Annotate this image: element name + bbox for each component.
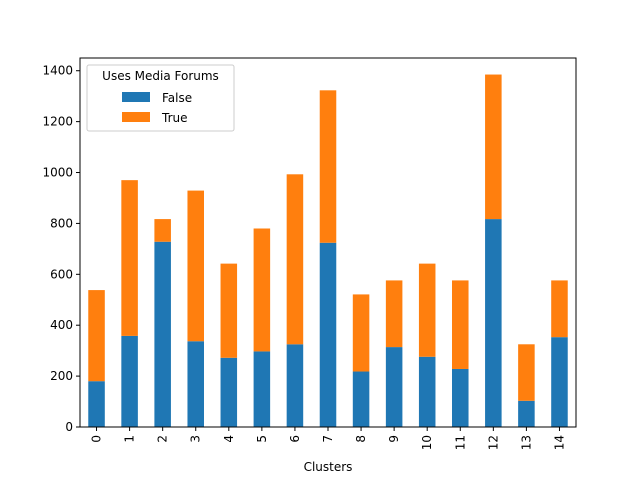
bars-group (88, 74, 568, 427)
x-tick-label: 6 (288, 435, 302, 443)
bar-true-cluster-13 (518, 344, 535, 401)
x-tick-label: 3 (189, 435, 203, 443)
bar-false-cluster-10 (418, 356, 436, 427)
y-tick-label: 1200 (42, 115, 73, 129)
bar-true-cluster-7 (319, 90, 337, 243)
x-tick-label: 7 (321, 435, 335, 443)
bar-true-cluster-11 (452, 280, 469, 369)
bar-false-cluster-5 (253, 351, 271, 427)
bar-true-cluster-8 (352, 294, 370, 372)
bar-false-cluster-12 (485, 219, 502, 427)
legend-swatch-false (122, 92, 150, 102)
bar-true-cluster-0 (88, 290, 105, 382)
x-tick-label: 14 (552, 435, 566, 450)
bar-false-cluster-1 (121, 335, 138, 427)
x-tick-label: 13 (519, 435, 533, 450)
bar-false-cluster-7 (319, 242, 337, 427)
bar-false-cluster-0 (88, 381, 105, 427)
x-tick-label: 9 (387, 435, 401, 443)
bar-false-cluster-4 (220, 357, 238, 427)
x-tick-label: 5 (255, 435, 269, 443)
y-tick-label: 800 (50, 216, 73, 230)
x-tick-label: 0 (90, 435, 104, 443)
bar-false-cluster-6 (286, 344, 304, 427)
x-axis-label: Clusters (304, 460, 353, 474)
x-axis: 0 1 2 3 4 5 6 7 8 9 10 11 12 13 14 (90, 427, 566, 450)
legend-title: Uses Media Forums (102, 69, 219, 83)
y-tick-label: 0 (65, 420, 73, 434)
bar-true-cluster-5 (253, 228, 271, 352)
bar-false-cluster-11 (452, 368, 469, 427)
bar-false-cluster-8 (352, 371, 370, 427)
bar-true-cluster-10 (418, 263, 436, 357)
bar-false-cluster-3 (187, 341, 204, 427)
bar-true-cluster-14 (551, 280, 568, 338)
x-tick-label: 11 (453, 435, 467, 450)
y-tick-label: 400 (50, 318, 73, 332)
y-tick-label: 600 (50, 267, 73, 281)
x-tick-label: 2 (156, 435, 170, 443)
legend-label-false: False (162, 91, 192, 105)
bar-true-cluster-4 (220, 263, 238, 358)
bar-true-cluster-2 (154, 219, 171, 242)
x-tick-label: 12 (486, 435, 500, 450)
bar-false-cluster-9 (385, 347, 403, 427)
x-tick-label: 4 (222, 435, 236, 443)
y-tick-label: 200 (50, 369, 73, 383)
legend-label-true: True (161, 111, 188, 125)
x-tick-label: 8 (354, 435, 368, 443)
bar-true-cluster-1 (121, 180, 138, 336)
legend-swatch-true (122, 112, 150, 122)
bar-false-cluster-2 (154, 241, 171, 427)
plot-frame (79, 57, 577, 428)
bar-true-cluster-12 (485, 74, 502, 220)
x-tick-label: 1 (123, 435, 137, 443)
x-tick-label: 10 (420, 435, 434, 450)
y-tick-label: 1400 (42, 64, 73, 78)
bar-true-cluster-9 (385, 280, 403, 348)
bar-false-cluster-13 (518, 400, 535, 427)
bar-true-cluster-6 (286, 174, 304, 345)
bar-false-cluster-14 (551, 337, 568, 427)
bar-true-cluster-3 (187, 190, 204, 342)
y-axis: 0 200 400 600 800 1000 1200 1400 (42, 64, 80, 434)
y-tick-label: 1000 (42, 166, 73, 180)
legend: Uses Media Forums False True (86, 64, 235, 132)
